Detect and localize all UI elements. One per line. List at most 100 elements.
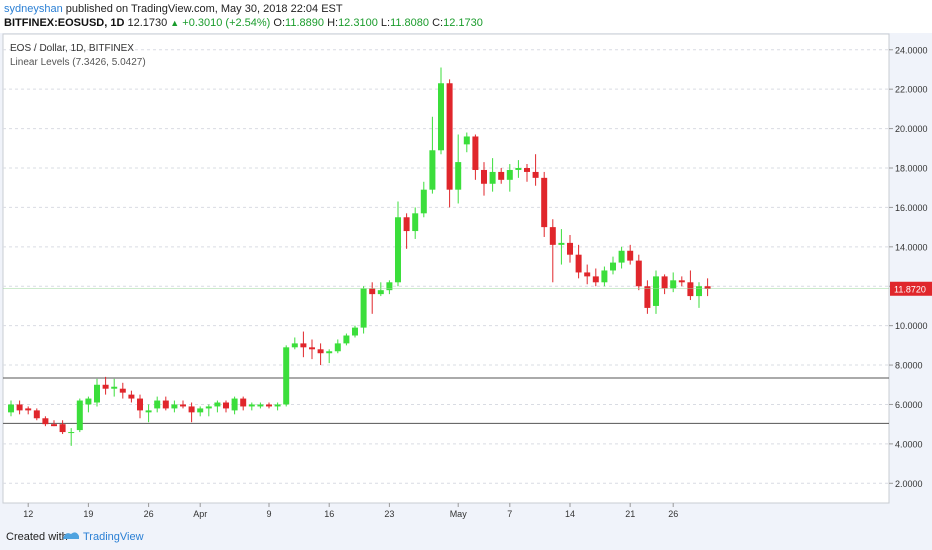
y-tick-label: 18.0000: [895, 164, 928, 174]
candle: [42, 416, 49, 427]
x-tick-label: 21: [625, 509, 635, 519]
candle: [180, 400, 186, 409]
candle-body: [197, 408, 204, 413]
candle-body: [102, 384, 109, 389]
candle: [601, 266, 608, 287]
candle-body: [266, 404, 272, 407]
candle-body: [567, 242, 573, 255]
candle: [412, 207, 419, 239]
candle-body: [584, 272, 591, 277]
candle: [584, 264, 591, 285]
candle-body: [300, 343, 307, 348]
candle-body: [137, 398, 143, 411]
x-tick-label: Apr: [193, 509, 207, 519]
candle: [463, 132, 470, 153]
candle: [532, 154, 539, 186]
low-label: L:: [380, 17, 391, 29]
candle: [498, 168, 505, 184]
candle-body: [154, 400, 161, 409]
candle-body: [119, 388, 126, 393]
candle-body: [291, 343, 298, 348]
candle-body: [309, 347, 315, 350]
candle: [506, 164, 513, 192]
candle-body: [704, 286, 711, 289]
candle-body: [678, 280, 685, 283]
candle-body: [42, 418, 49, 425]
candle-body: [240, 398, 247, 407]
candle: [429, 116, 436, 194]
candle-body: [205, 406, 212, 409]
candle: [386, 280, 393, 295]
candle-body: [687, 282, 694, 297]
candle: [68, 428, 75, 446]
candle-body: [644, 286, 651, 308]
candle: [575, 244, 582, 279]
candle: [154, 396, 161, 413]
candle: [119, 382, 126, 399]
last-price: 12.1730: [127, 17, 168, 29]
candle: [661, 274, 668, 295]
candle-body: [214, 402, 221, 407]
author-link[interactable]: sydneyshan: [4, 3, 63, 15]
candle: [59, 420, 66, 435]
candle: [266, 402, 272, 409]
x-tick-label: 12: [23, 509, 33, 519]
candle: [696, 282, 702, 308]
up-triangle-icon: ▲: [170, 18, 180, 28]
y-tick-label: 10.0000: [895, 321, 928, 331]
tradingview-logo-icon: [63, 532, 79, 539]
candle-body: [463, 136, 470, 145]
publish-line: sydneyshan published on TradingView.com,…: [4, 3, 343, 15]
candle: [644, 280, 651, 314]
candle-body: [635, 260, 642, 287]
candle-body: [352, 327, 358, 336]
candle-body: [343, 335, 350, 344]
candle-body: [8, 404, 14, 413]
candle-body: [532, 171, 539, 178]
candle: [678, 276, 685, 287]
candle-body: [412, 213, 419, 232]
y-tick-label: 14.0000: [895, 242, 928, 252]
candle-body: [575, 254, 582, 273]
candle: [515, 160, 522, 178]
tradingview-link[interactable]: TradingView: [83, 531, 144, 543]
close-label: C:: [432, 17, 444, 29]
candle-body: [610, 262, 616, 271]
close-value: 12.1730: [443, 17, 483, 29]
candle-body: [661, 276, 668, 289]
candle: [128, 390, 135, 403]
legend-title: EOS / Dollar, 1D, BITFINEX: [10, 43, 134, 54]
x-tick-label: 14: [565, 509, 575, 519]
candle-body: [618, 250, 625, 263]
y-tick-label: 16.0000: [895, 203, 928, 213]
candle-body: [541, 177, 548, 228]
footer: Created with TradingView: [0, 521, 932, 550]
candle-body: [369, 288, 376, 295]
candle: [137, 394, 143, 419]
candle-body: [438, 83, 444, 151]
price-chart[interactable]: 2.00004.00006.00008.000010.000012.000014…: [0, 33, 932, 521]
candle: [33, 408, 40, 421]
candle-body: [670, 280, 677, 289]
candle: [326, 349, 333, 364]
x-tick-label: 19: [83, 509, 93, 519]
candle: [524, 164, 530, 182]
candle: [248, 402, 255, 411]
candle-body: [334, 343, 341, 352]
candle: [145, 404, 152, 423]
candle-body: [231, 398, 238, 411]
candle-body: [33, 410, 40, 419]
candle: [446, 79, 453, 208]
candle: [94, 378, 100, 407]
candle: [283, 345, 290, 407]
y-tick-label: 22.0000: [895, 85, 928, 95]
chart-area[interactable]: 2.00004.00006.00008.000010.000012.000014…: [0, 33, 932, 521]
candle-body: [248, 404, 255, 407]
candle: [653, 270, 659, 314]
candle: [291, 337, 298, 350]
candle: [438, 67, 444, 155]
candle-body: [696, 286, 702, 297]
x-tick-label: 16: [324, 509, 334, 519]
candle-body: [85, 398, 92, 405]
candle-body: [68, 432, 75, 434]
